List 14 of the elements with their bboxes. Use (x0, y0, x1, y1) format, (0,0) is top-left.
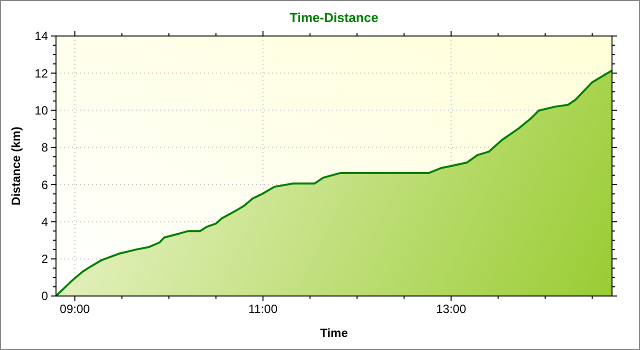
y-tick-label: 10 (34, 103, 48, 118)
y-tick-label: 12 (34, 66, 48, 80)
y-tick-label: 14 (34, 29, 48, 44)
x-axis-title: Time (320, 326, 348, 340)
y-tick-label: 4 (41, 214, 48, 229)
y-tick-label: 8 (41, 140, 48, 155)
y-tick-label: 0 (41, 289, 48, 304)
x-tick-label: 11:00 (248, 302, 278, 316)
y-tick-label: 2 (41, 252, 48, 266)
x-tick-label: 09:00 (60, 302, 90, 316)
chart-title: Time-Distance (290, 10, 378, 25)
x-tick-label: 13:00 (436, 302, 466, 316)
y-axis-title: Distance (km) (9, 126, 23, 206)
y-tick-label: 6 (41, 178, 48, 192)
